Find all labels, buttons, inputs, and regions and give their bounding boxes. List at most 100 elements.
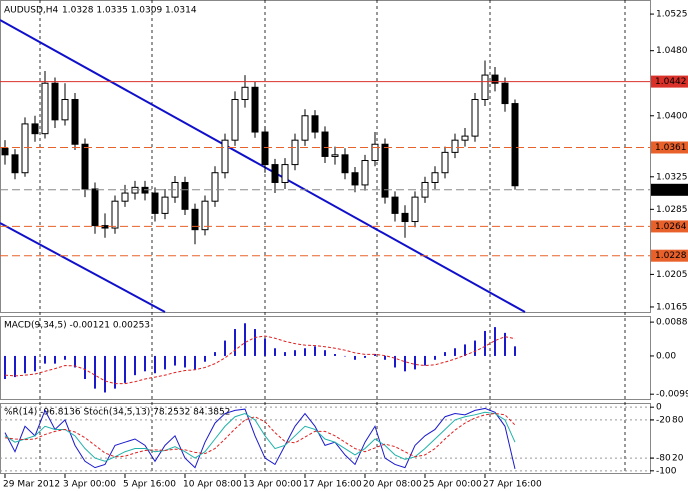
x-tick-label: 20 Apr 08:00 — [363, 480, 422, 490]
macd-bar — [54, 355, 56, 364]
y-tick-label: 20 — [672, 454, 684, 464]
x-tick-label: 5 Apr 16:00 — [123, 480, 176, 490]
candle-body — [201, 200, 209, 231]
candle-body — [81, 143, 89, 190]
y-tick-label: 0 — [656, 403, 662, 413]
candle-body — [261, 131, 269, 166]
oscillator-line — [4, 411, 516, 462]
macd-bar — [14, 355, 16, 378]
candle-body — [181, 181, 189, 210]
macd-title: MACD(9,34,5) -0.00121 0.00253 — [4, 321, 150, 331]
chart-title: AUDUSD,H4 — [4, 6, 59, 16]
macd-bar — [334, 354, 336, 356]
macd-bar — [294, 350, 296, 356]
macd-bar — [504, 332, 506, 356]
macd-bar — [324, 350, 326, 356]
candle-body — [411, 196, 419, 223]
macd-bar — [194, 355, 196, 370]
candle-body — [441, 151, 449, 174]
y-tick-label: 1.0480 — [656, 46, 688, 56]
candle-body — [451, 139, 459, 153]
x-tick-label: 3 Apr 00:00 — [63, 480, 116, 490]
y-tick-label: 0.00 — [656, 351, 676, 361]
macd-bar — [94, 355, 96, 389]
y-tick-label: 1.0285 — [656, 205, 688, 215]
level-label-box — [651, 75, 688, 88]
macd-bar — [244, 323, 246, 356]
macd-bar — [114, 355, 116, 389]
candle-body — [281, 164, 289, 183]
candle-body — [491, 74, 499, 84]
macd-bar — [164, 355, 166, 370]
macd-bar — [254, 329, 256, 356]
macd-bar — [174, 355, 176, 366]
macd-bar — [264, 338, 266, 356]
macd-bar — [444, 352, 446, 356]
macd-panel — [0, 316, 651, 400]
macd-bar — [474, 340, 476, 356]
candle-body — [341, 154, 349, 174]
candle-body — [71, 98, 79, 145]
candle-body — [401, 212, 409, 223]
macd-bar — [384, 355, 386, 360]
macd-bar — [414, 355, 416, 370]
candle-body — [41, 82, 49, 135]
macd-bar — [394, 355, 396, 368]
macd-bar — [204, 355, 206, 362]
level-label: 1.0442 — [655, 77, 687, 87]
macd-bar — [134, 355, 136, 376]
candle-body — [211, 172, 219, 202]
macd-bar — [214, 352, 216, 356]
y-tick-label: 1.0400 — [656, 111, 688, 121]
macd-bar — [44, 355, 46, 364]
macd-bar — [84, 355, 86, 380]
macd-bar — [104, 355, 106, 393]
candle-body — [121, 192, 129, 202]
candle-body — [351, 172, 359, 186]
candle-body — [321, 131, 329, 157]
price-panel — [0, 0, 651, 313]
candle-body — [501, 82, 509, 105]
candle-body — [221, 139, 229, 174]
y-tick-label: 1.0205 — [656, 270, 688, 280]
macd-bar — [374, 354, 376, 356]
macd-signal — [4, 335, 516, 385]
candle-body — [111, 200, 119, 229]
macd-bar — [484, 330, 486, 356]
y-tick-label: 80 — [672, 415, 684, 425]
candle-body — [251, 86, 259, 133]
y-tick-label: 1.0525 — [656, 10, 688, 20]
y-tick-label: -0.00995 — [656, 390, 688, 400]
macd-bar — [354, 355, 356, 360]
macd-bar — [344, 355, 346, 357]
candle-body — [61, 98, 69, 121]
y-tick-label: -20 — [656, 415, 671, 425]
candle-body — [291, 139, 299, 166]
x-tick-label: 27 Apr 16:00 — [483, 480, 542, 490]
channel-line — [0, 19, 526, 313]
candle-body — [391, 196, 399, 214]
level-label: 1.0264 — [655, 222, 687, 232]
macd-bar — [64, 355, 66, 360]
candle-body — [151, 192, 159, 214]
y-tick-label: -80 — [656, 454, 671, 464]
candle-body — [331, 154, 339, 157]
candle-body — [1, 147, 9, 156]
candle-body — [231, 98, 239, 141]
macd-bar — [364, 355, 366, 358]
macd-bar — [4, 355, 6, 380]
candle-body — [371, 143, 379, 162]
macd-bar — [124, 355, 126, 383]
candle-body — [21, 123, 29, 174]
y-tick-label: 1.0325 — [656, 172, 688, 182]
candle-body — [241, 86, 249, 100]
candle-body — [161, 196, 169, 214]
candle-body — [381, 143, 389, 198]
x-tick-label: 25 Apr 00:00 — [423, 480, 482, 490]
level-label: 1.0228 — [655, 251, 687, 261]
level-label-box — [651, 220, 688, 233]
y-tick-label: 0.0088 — [656, 318, 688, 328]
macd-bar — [224, 340, 226, 356]
level-label-box — [651, 249, 688, 262]
macd-bar — [274, 348, 276, 356]
